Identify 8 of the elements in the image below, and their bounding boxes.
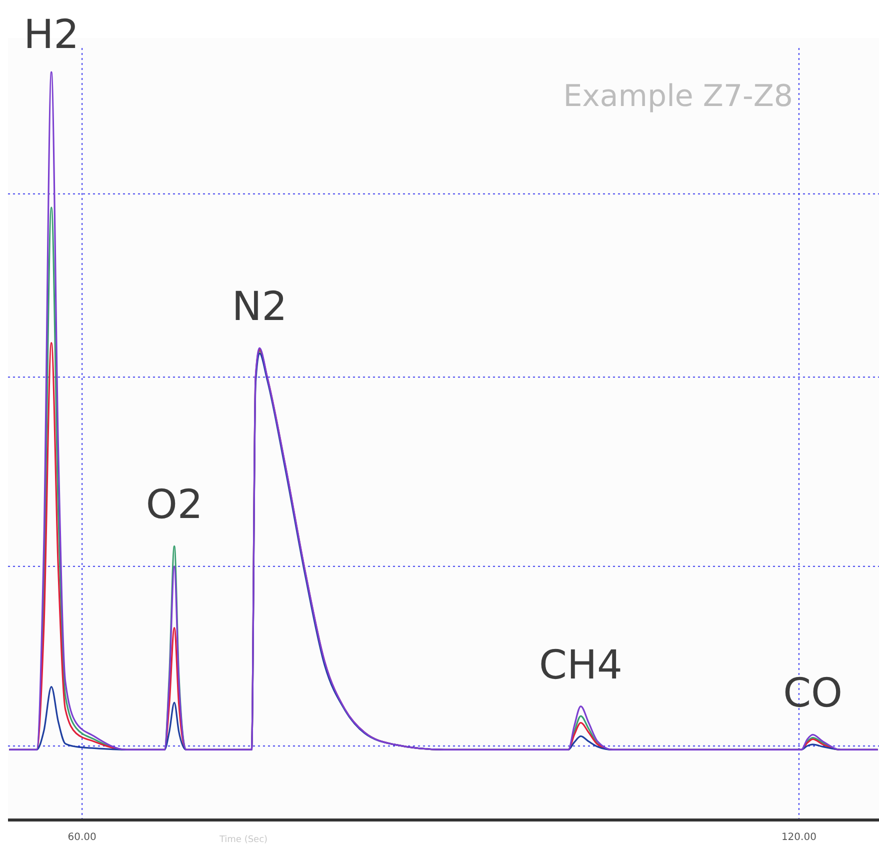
annotation: H2 <box>24 12 80 58</box>
annotation: CO <box>783 670 843 717</box>
annotation: CH4 <box>539 642 623 688</box>
chart-title: Example Z7-Z8 <box>563 79 793 114</box>
annotation: O2 <box>146 482 203 528</box>
x-tick-label: 60.00 <box>68 832 96 843</box>
x-tick-label: 120.00 <box>781 832 816 843</box>
annotation: N2 <box>232 284 288 330</box>
